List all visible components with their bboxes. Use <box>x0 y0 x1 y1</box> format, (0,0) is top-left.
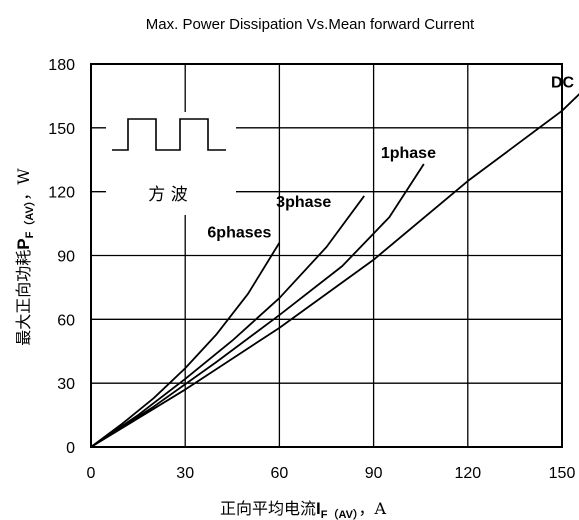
y-axis-label-symbol: P <box>14 238 33 249</box>
plot-area: 0 30 60 90 120 150 0 30 60 90 120 150 180 6phases 3pha… <box>48 57 579 482</box>
y-axis-label-subscript: F（AV） <box>23 201 36 239</box>
series-label-dc: DC <box>551 75 575 92</box>
x-axis-label-subscript: F（AV） <box>321 508 359 520</box>
square-wave-icon <box>112 118 226 151</box>
y-axis-label-prefix: 最大正向功耗 <box>14 250 33 346</box>
series-label-3phase: 3phase <box>276 194 331 211</box>
series-label-1phase: 1phase <box>381 145 436 162</box>
y-tick-label: 180 <box>48 57 75 74</box>
y-tick-label: 60 <box>57 312 75 329</box>
square-wave-inset: 方 波 <box>112 118 226 205</box>
x-tick-label: 90 <box>365 465 383 482</box>
chart-title: Max. Power Dissipation Vs.Mean forward C… <box>146 16 475 33</box>
inset-label: 方 波 <box>148 185 187 205</box>
x-axis-label-suffix: ，A <box>358 499 386 518</box>
x-tick-label: 0 <box>87 465 96 482</box>
x-tick-label: 60 <box>271 465 289 482</box>
y-tick-label: 120 <box>48 185 75 202</box>
series-label-6phases: 6phases <box>207 225 271 242</box>
x-axis-label-prefix: 正向平均电流 <box>220 499 316 518</box>
y-tick-label: 30 <box>57 376 75 393</box>
series-line-6phases <box>90 242 281 448</box>
plot-frame <box>90 63 563 448</box>
series-line-1phase <box>90 163 425 448</box>
x-tick-label: 120 <box>454 465 481 482</box>
x-axis-label: 正向平均电流IF（AV），A <box>220 499 386 520</box>
y-tick-label: 90 <box>57 249 75 266</box>
y-axis-label-suffix: ，W <box>14 168 33 201</box>
x-tick-label: 30 <box>176 465 194 482</box>
series-line-dc <box>90 93 579 448</box>
y-tick-label: 0 <box>66 440 75 457</box>
x-tick-label: 150 <box>549 465 576 482</box>
series-line-3phase <box>90 195 365 448</box>
y-tick-label: 150 <box>48 121 75 138</box>
y-axis-label: 最大正向功耗PF（AV），W <box>14 168 36 346</box>
x-axis-label-symbol: I <box>316 499 321 518</box>
